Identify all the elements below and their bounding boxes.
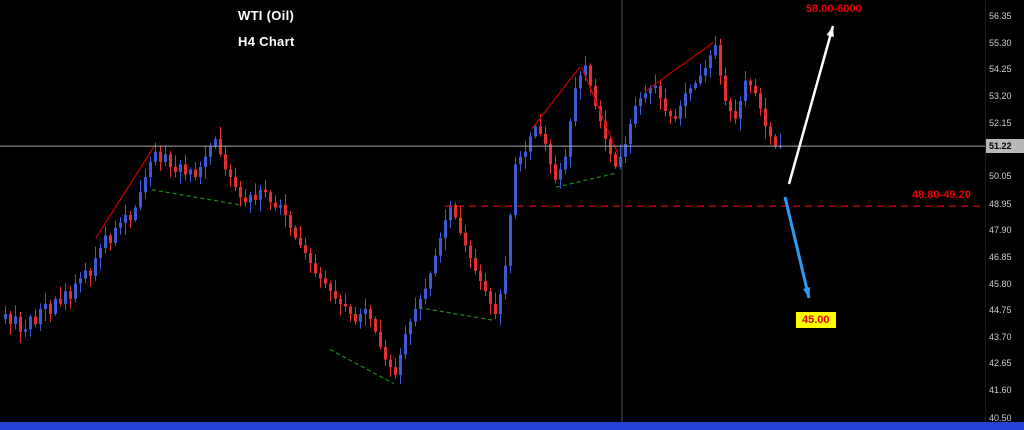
candles-group xyxy=(4,36,782,384)
price-axis-label: 45.80 xyxy=(989,278,1012,289)
candlestick-chart[interactable] xyxy=(0,0,985,422)
price-axis-label: 52.15 xyxy=(989,117,1012,128)
price-axis[interactable]: 56.3555.3054.2553.2052.1551.1050.0548.95… xyxy=(985,0,1024,423)
chart-timeframe-title: H4 Chart xyxy=(238,34,295,49)
arrows-group xyxy=(783,25,835,299)
price-axis-label: 56.35 xyxy=(989,11,1012,21)
price-axis-label: 55.30 xyxy=(989,37,1012,48)
bullish-projection-arrow-head xyxy=(826,26,834,37)
bullish-projection-arrow xyxy=(787,25,835,185)
price-axis-label: 44.75 xyxy=(989,305,1012,316)
resistance-zone-label: 48.80-49.20 xyxy=(912,189,971,202)
price-axis-label: 50.05 xyxy=(989,170,1012,181)
price-axis-label: 40.50 xyxy=(989,412,1012,423)
price-axis-label: 54.25 xyxy=(989,64,1012,75)
price-axis-label: 53.20 xyxy=(989,90,1012,101)
bottom-bar xyxy=(0,422,1024,430)
trendline xyxy=(95,146,155,239)
chart-symbol-title: WTI (Oil) xyxy=(238,8,295,23)
downside-target-label: 45.00 xyxy=(796,312,836,328)
trendline xyxy=(329,348,395,385)
trendline xyxy=(555,172,617,188)
trendline xyxy=(581,67,619,155)
price-axis-label: 48.95 xyxy=(989,198,1012,209)
price-axis-label: 42.65 xyxy=(989,358,1012,369)
trendline xyxy=(418,307,495,321)
price-axis-label: 47.90 xyxy=(989,225,1012,236)
current-price-tag: 51.22 xyxy=(986,139,1024,154)
price-axis-label: 41.60 xyxy=(989,385,1012,396)
price-axis-label: 46.85 xyxy=(989,251,1012,262)
bearish-projection-arrow xyxy=(783,196,811,299)
price-axis-label: 43.70 xyxy=(989,331,1012,342)
trendline xyxy=(645,42,714,92)
chart-plot-area[interactable]: WTI (Oil) H4 Chart 58.00-6000 48.80-49.2… xyxy=(0,0,985,422)
upside-target-label: 58.00-6000 xyxy=(806,3,862,15)
bearish-projection-arrow-head xyxy=(802,287,811,298)
trendline xyxy=(531,66,581,130)
trendline xyxy=(151,189,241,206)
trendlines-group xyxy=(95,42,714,385)
